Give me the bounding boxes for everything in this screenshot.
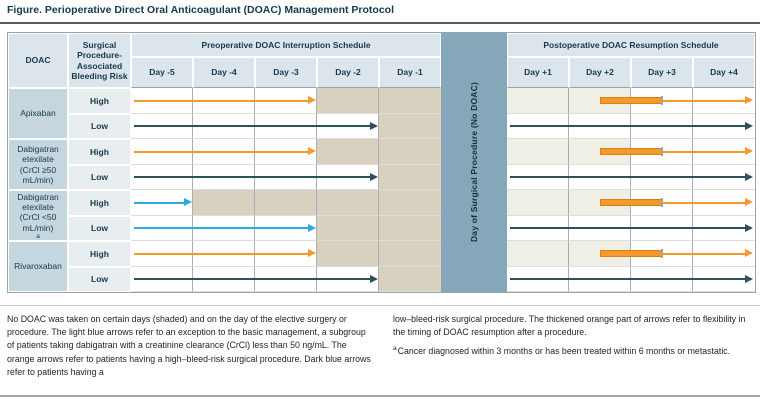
risk-cell: Low	[68, 266, 131, 292]
preop-day-header: Day -1	[379, 57, 441, 88]
preop-day-cell	[317, 241, 379, 267]
doac-name-cell: Dabigatran etexilate (CrCl <50 mL/min) a	[8, 190, 68, 241]
orange-preop-arrow-head	[308, 249, 316, 258]
light-preop-arrow	[134, 201, 185, 204]
preop-day-cell	[255, 190, 317, 216]
preop-day-header: Day -3	[255, 57, 317, 88]
footnote-a: aCancer diagnosed within 3 months or has…	[393, 342, 754, 358]
light-preop-arrow	[134, 227, 309, 230]
dark-postop-arrow	[510, 278, 746, 281]
orange-preop-arrow	[134, 99, 309, 102]
orange-postop-arrow	[662, 150, 746, 153]
bleeding-risk-column-header: Surgical Procedure-Associated Bleeding R…	[68, 33, 131, 88]
postop-day-header: Day +1	[507, 57, 569, 88]
dark-postop-arrow	[510, 227, 746, 230]
dark-preop-arrow	[134, 125, 371, 128]
orange-postop-arrow-head	[745, 147, 753, 156]
orange-preop-arrow-head	[308, 147, 316, 156]
dark-preop-arrow-head	[370, 172, 378, 181]
preop-day-cell	[317, 190, 379, 216]
footnote-right-column: low–bleed-risk surgical procedure. The t…	[393, 313, 754, 379]
orange-preop-arrow-head	[308, 96, 316, 105]
bottom-divider	[0, 395, 760, 397]
preop-day-cell	[193, 190, 255, 216]
preop-day-header: Day -4	[193, 57, 255, 88]
preop-day-cell	[379, 164, 441, 190]
dark-preop-arrow-head	[370, 121, 378, 130]
doac-name-cell: Apixaban	[8, 88, 68, 139]
dark-postop-arrow-head	[745, 223, 753, 232]
doac-name-cell: Rivaroxaban	[8, 241, 68, 292]
footnotes: No DOAC was taken on certain days (shade…	[7, 313, 754, 379]
dark-preop-arrow	[134, 278, 371, 281]
postop-day-header: Day +4	[693, 57, 755, 88]
doac-column-header: DOAC	[8, 33, 68, 88]
dark-preop-arrow-head	[370, 274, 378, 283]
light-preop-arrow-head	[308, 223, 316, 232]
orange-preop-arrow	[134, 150, 309, 153]
postop-schedule-group-header: Postoperative DOAC Resumption Schedule	[507, 33, 755, 57]
doac-name-cell: Dabigatran etexilate (CrCl ≥50 mL/min)	[8, 139, 68, 190]
risk-cell: High	[68, 139, 131, 165]
footnote-divider	[0, 305, 760, 306]
postop-day-cell	[507, 88, 569, 114]
preop-day-header: Day -2	[317, 57, 379, 88]
orange-postop-arrow-head	[745, 249, 753, 258]
postop-day-cell	[507, 241, 569, 267]
footnote-a-marker: a	[393, 345, 397, 353]
dark-postop-arrow-head	[745, 121, 753, 130]
orange-postop-arrow-head	[745, 96, 753, 105]
preop-day-cell	[317, 88, 379, 114]
risk-cell: High	[68, 241, 131, 267]
footnote-left-column: No DOAC was taken on certain days (shade…	[7, 314, 371, 377]
postop-day-cell	[507, 190, 569, 216]
dark-preop-arrow	[134, 176, 371, 179]
preop-schedule-group-header: Preoperative DOAC Interruption Schedule	[131, 33, 441, 57]
preop-day-cell	[379, 139, 441, 165]
flex-resume-bar	[600, 199, 662, 207]
risk-cell: Low	[68, 164, 131, 190]
flex-resume-bar	[600, 97, 662, 105]
preop-day-cell	[317, 139, 379, 165]
footnote-a-text: Cancer diagnosed within 3 months or has …	[397, 346, 731, 357]
protocol-table: DOAC Surgical Procedure-Associated Bleed…	[7, 32, 756, 293]
title-divider	[0, 22, 760, 24]
risk-cell: Low	[68, 113, 131, 139]
preop-day-cell	[379, 241, 441, 267]
dark-postop-arrow	[510, 125, 746, 128]
preop-day-cell	[379, 113, 441, 139]
light-preop-arrow-head	[184, 198, 192, 207]
preop-day-header: Day -5	[131, 57, 193, 88]
risk-cell: High	[68, 88, 131, 114]
risk-cell: High	[68, 190, 131, 216]
orange-postop-arrow-head	[745, 198, 753, 207]
doac-name-superscript: a	[36, 232, 40, 240]
footnote-continuation: low–bleed-risk surgical procedure. The t…	[393, 314, 746, 338]
flex-resume-bar	[600, 148, 662, 156]
figure-title: Figure. Perioperative Direct Oral Antico…	[7, 4, 395, 16]
orange-postop-arrow	[662, 252, 746, 255]
preop-day-cell	[317, 215, 379, 241]
orange-preop-arrow	[134, 252, 309, 255]
flex-resume-bar	[600, 250, 662, 258]
preop-day-cell	[379, 88, 441, 114]
surgery-day-band: Day of Surgical Procedure (No DOAC)	[441, 33, 507, 292]
dark-postop-arrow	[510, 176, 746, 179]
risk-cell: Low	[68, 215, 131, 241]
surgery-day-band-label: Day of Surgical Procedure (No DOAC)	[469, 82, 479, 243]
preop-day-cell	[379, 215, 441, 241]
dark-postop-arrow-head	[745, 172, 753, 181]
dark-postop-arrow-head	[745, 274, 753, 283]
postop-day-header: Day +3	[631, 57, 693, 88]
orange-postop-arrow	[662, 201, 746, 204]
postop-day-cell	[507, 139, 569, 165]
postop-day-header: Day +2	[569, 57, 631, 88]
preop-day-cell	[379, 266, 441, 292]
orange-postop-arrow	[662, 99, 746, 102]
preop-day-cell	[379, 190, 441, 216]
